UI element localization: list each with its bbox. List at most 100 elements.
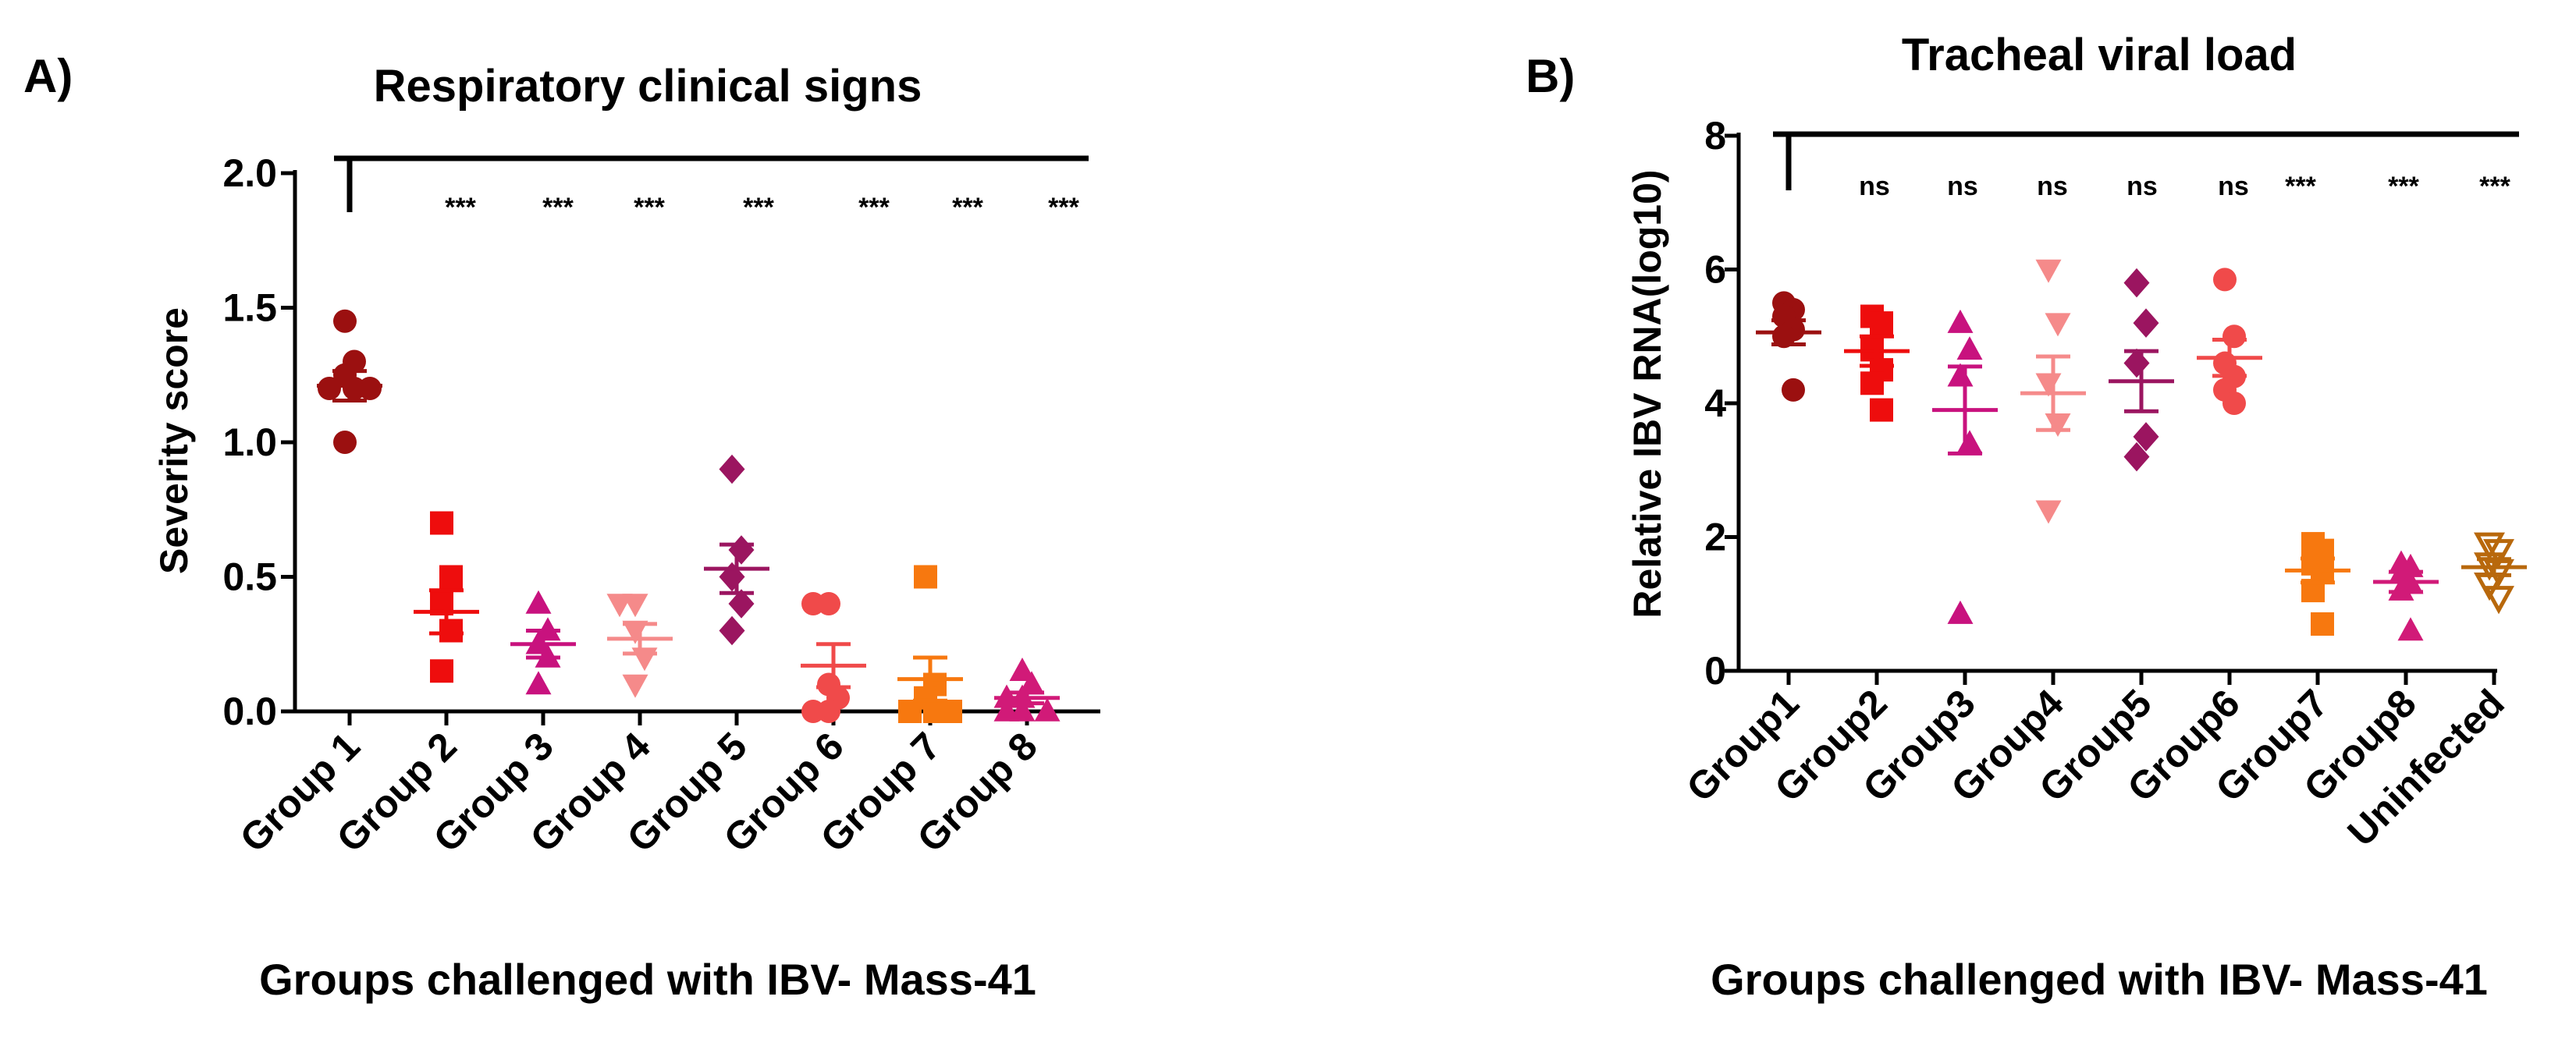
- panel-b-data-point: [1870, 398, 1893, 422]
- panel-a-significance-label: ***: [858, 193, 890, 222]
- panel-b-data-point: [2474, 532, 2505, 561]
- panel-b-series-uninfected: [2461, 532, 2527, 615]
- panel-a-significance-label: ***: [952, 193, 983, 222]
- panel-a-series-group-8: [993, 658, 1061, 722]
- panel-b-y-tick-label: 2: [1704, 516, 1726, 559]
- panel-b-data-point: [1947, 309, 1974, 333]
- panel-b-y-tick-label: 0: [1704, 649, 1726, 693]
- panel-a-y-axis-title: Severity score: [152, 307, 196, 574]
- panel-a-data-point: [333, 431, 357, 454]
- panel-a-y-tick-label: 2.0: [222, 151, 277, 195]
- panel-b-significance-label: ***: [2479, 172, 2510, 201]
- panel-a-significance-label: ***: [445, 193, 476, 222]
- panel-b-y-axis-title: Relative IBV RNA(log10): [1626, 169, 1669, 618]
- panel-a-series-group-6: [801, 592, 866, 723]
- panel-b-data-point: [1947, 600, 1974, 624]
- panel-a-data-point: [430, 659, 453, 683]
- panel-b-data-point: [2035, 259, 2062, 283]
- panel-a-significance-label: ***: [634, 193, 665, 222]
- panel-a-y-tick-label: 0.5: [222, 555, 277, 599]
- panel-b-series-group6: [2197, 268, 2262, 415]
- panel-b-data-point: [2388, 576, 2414, 601]
- panel-b-data-point: [2397, 617, 2424, 641]
- panel-a-series-group-7: [897, 565, 963, 723]
- panel-a-data-point: [430, 511, 453, 535]
- panel-b-y-tick-label: 8: [1704, 114, 1726, 158]
- panel-b-data-point: [1956, 430, 1983, 454]
- panel-a-data-point: [525, 590, 552, 614]
- panel-a-data-point: [439, 619, 463, 643]
- panel-a-series-group-3: [510, 590, 576, 695]
- panel-b-series-group1: [1756, 291, 1821, 402]
- panel-a-data-point: [1009, 658, 1036, 681]
- panel-a-series-group-4: [606, 594, 673, 698]
- panel-a-data-point: [993, 697, 1020, 722]
- panel-a-data-point: [439, 565, 463, 589]
- panel-b-data-point: [2035, 500, 2062, 524]
- panel-b-data-point: [2045, 413, 2071, 437]
- panel-b-significance-label: ns: [1859, 172, 1890, 201]
- panel-a-x-axis-title: Groups challenged with IBV- Mass-41: [259, 955, 1036, 1004]
- panel-a-data-point: [622, 674, 648, 698]
- panel-a-data-point: [631, 647, 658, 672]
- panel-b-data-point: [2222, 324, 2246, 349]
- panel-b-x-axis-title: Groups challenged with IBV- Mass-41: [1711, 955, 2488, 1004]
- panel-b-data-point: [1860, 371, 1884, 395]
- panel-b-data-point: [2222, 392, 2246, 415]
- panel-b-data-point: [2045, 313, 2071, 337]
- panel-b-y-tick-label: 4: [1704, 381, 1726, 425]
- panel-a-data-point: [525, 671, 552, 695]
- panel-b-data-point: [2133, 308, 2159, 338]
- panel-a-y-tick-label: 0.0: [222, 690, 277, 733]
- panel-b-series-group8: [2373, 550, 2439, 641]
- panel-a-data-point: [606, 594, 633, 618]
- panel-a-data-point: [1018, 671, 1045, 695]
- panel-a-data-point: [719, 562, 745, 592]
- panel-b-series-group2: [1844, 304, 1910, 422]
- panel-a-data-point: [333, 309, 357, 333]
- panel-a-title: Respiratory clinical signs: [374, 61, 922, 112]
- panel-a-label: A): [23, 50, 73, 102]
- panel-b-data-point: [1782, 378, 1805, 402]
- panel-a-data-point: [728, 589, 755, 619]
- panel-a-y-tick-label: 1.5: [222, 286, 277, 330]
- panel-a-data-point: [801, 700, 825, 723]
- panel-b-data-point: [2213, 268, 2237, 292]
- panel-b-data-point: [1956, 336, 1983, 360]
- panel-b-series-group3: [1932, 309, 1998, 624]
- panel-b-significance-label: ns: [2218, 172, 2249, 201]
- panel-a-significance-label: ***: [743, 193, 774, 222]
- panel-a-data-point: [728, 535, 755, 565]
- panel-a-data-point: [939, 700, 962, 723]
- panel-a-data-point: [358, 377, 382, 400]
- panel-b-data-point: [2133, 422, 2159, 452]
- panel-a-series-group-2: [414, 511, 479, 683]
- panel-a-series-group-5: [704, 454, 769, 646]
- panel-a-data-point: [318, 377, 341, 400]
- panel-b-label: B): [1526, 50, 1575, 102]
- panel-b-significance-label: ns: [2127, 172, 2158, 201]
- panel-b-significance-label: ns: [1947, 172, 1978, 201]
- panel-a-data-point: [898, 700, 922, 723]
- panel-a-significance-label: ***: [542, 193, 574, 222]
- panel-b-data-point: [2483, 586, 2514, 615]
- panel-b-series-group7: [2285, 532, 2350, 636]
- panel-a-data-point: [801, 592, 825, 615]
- panel-b-data-point: [2483, 539, 2514, 568]
- panel-b-title: Tracheal viral load: [1902, 30, 2297, 80]
- panel-a-significance-label: ***: [1048, 193, 1079, 222]
- panel-a-series-group-1: [317, 309, 382, 454]
- panel-b-data-point: [2123, 268, 2150, 298]
- panel-b-plot: 02468Group1Group2Group3Group4Group5Group…: [1678, 114, 2527, 854]
- panel-a-data-point: [914, 565, 937, 589]
- panel-b-significance-label: ns: [2037, 172, 2068, 201]
- panel-a-data-point: [719, 615, 745, 646]
- panel-b-data-point: [2123, 441, 2150, 472]
- panel-a-data-point: [1034, 697, 1061, 722]
- panel-b-data-point: [2311, 612, 2334, 636]
- panel-a-data-point: [719, 454, 745, 484]
- panel-b-series-group5: [2109, 268, 2174, 472]
